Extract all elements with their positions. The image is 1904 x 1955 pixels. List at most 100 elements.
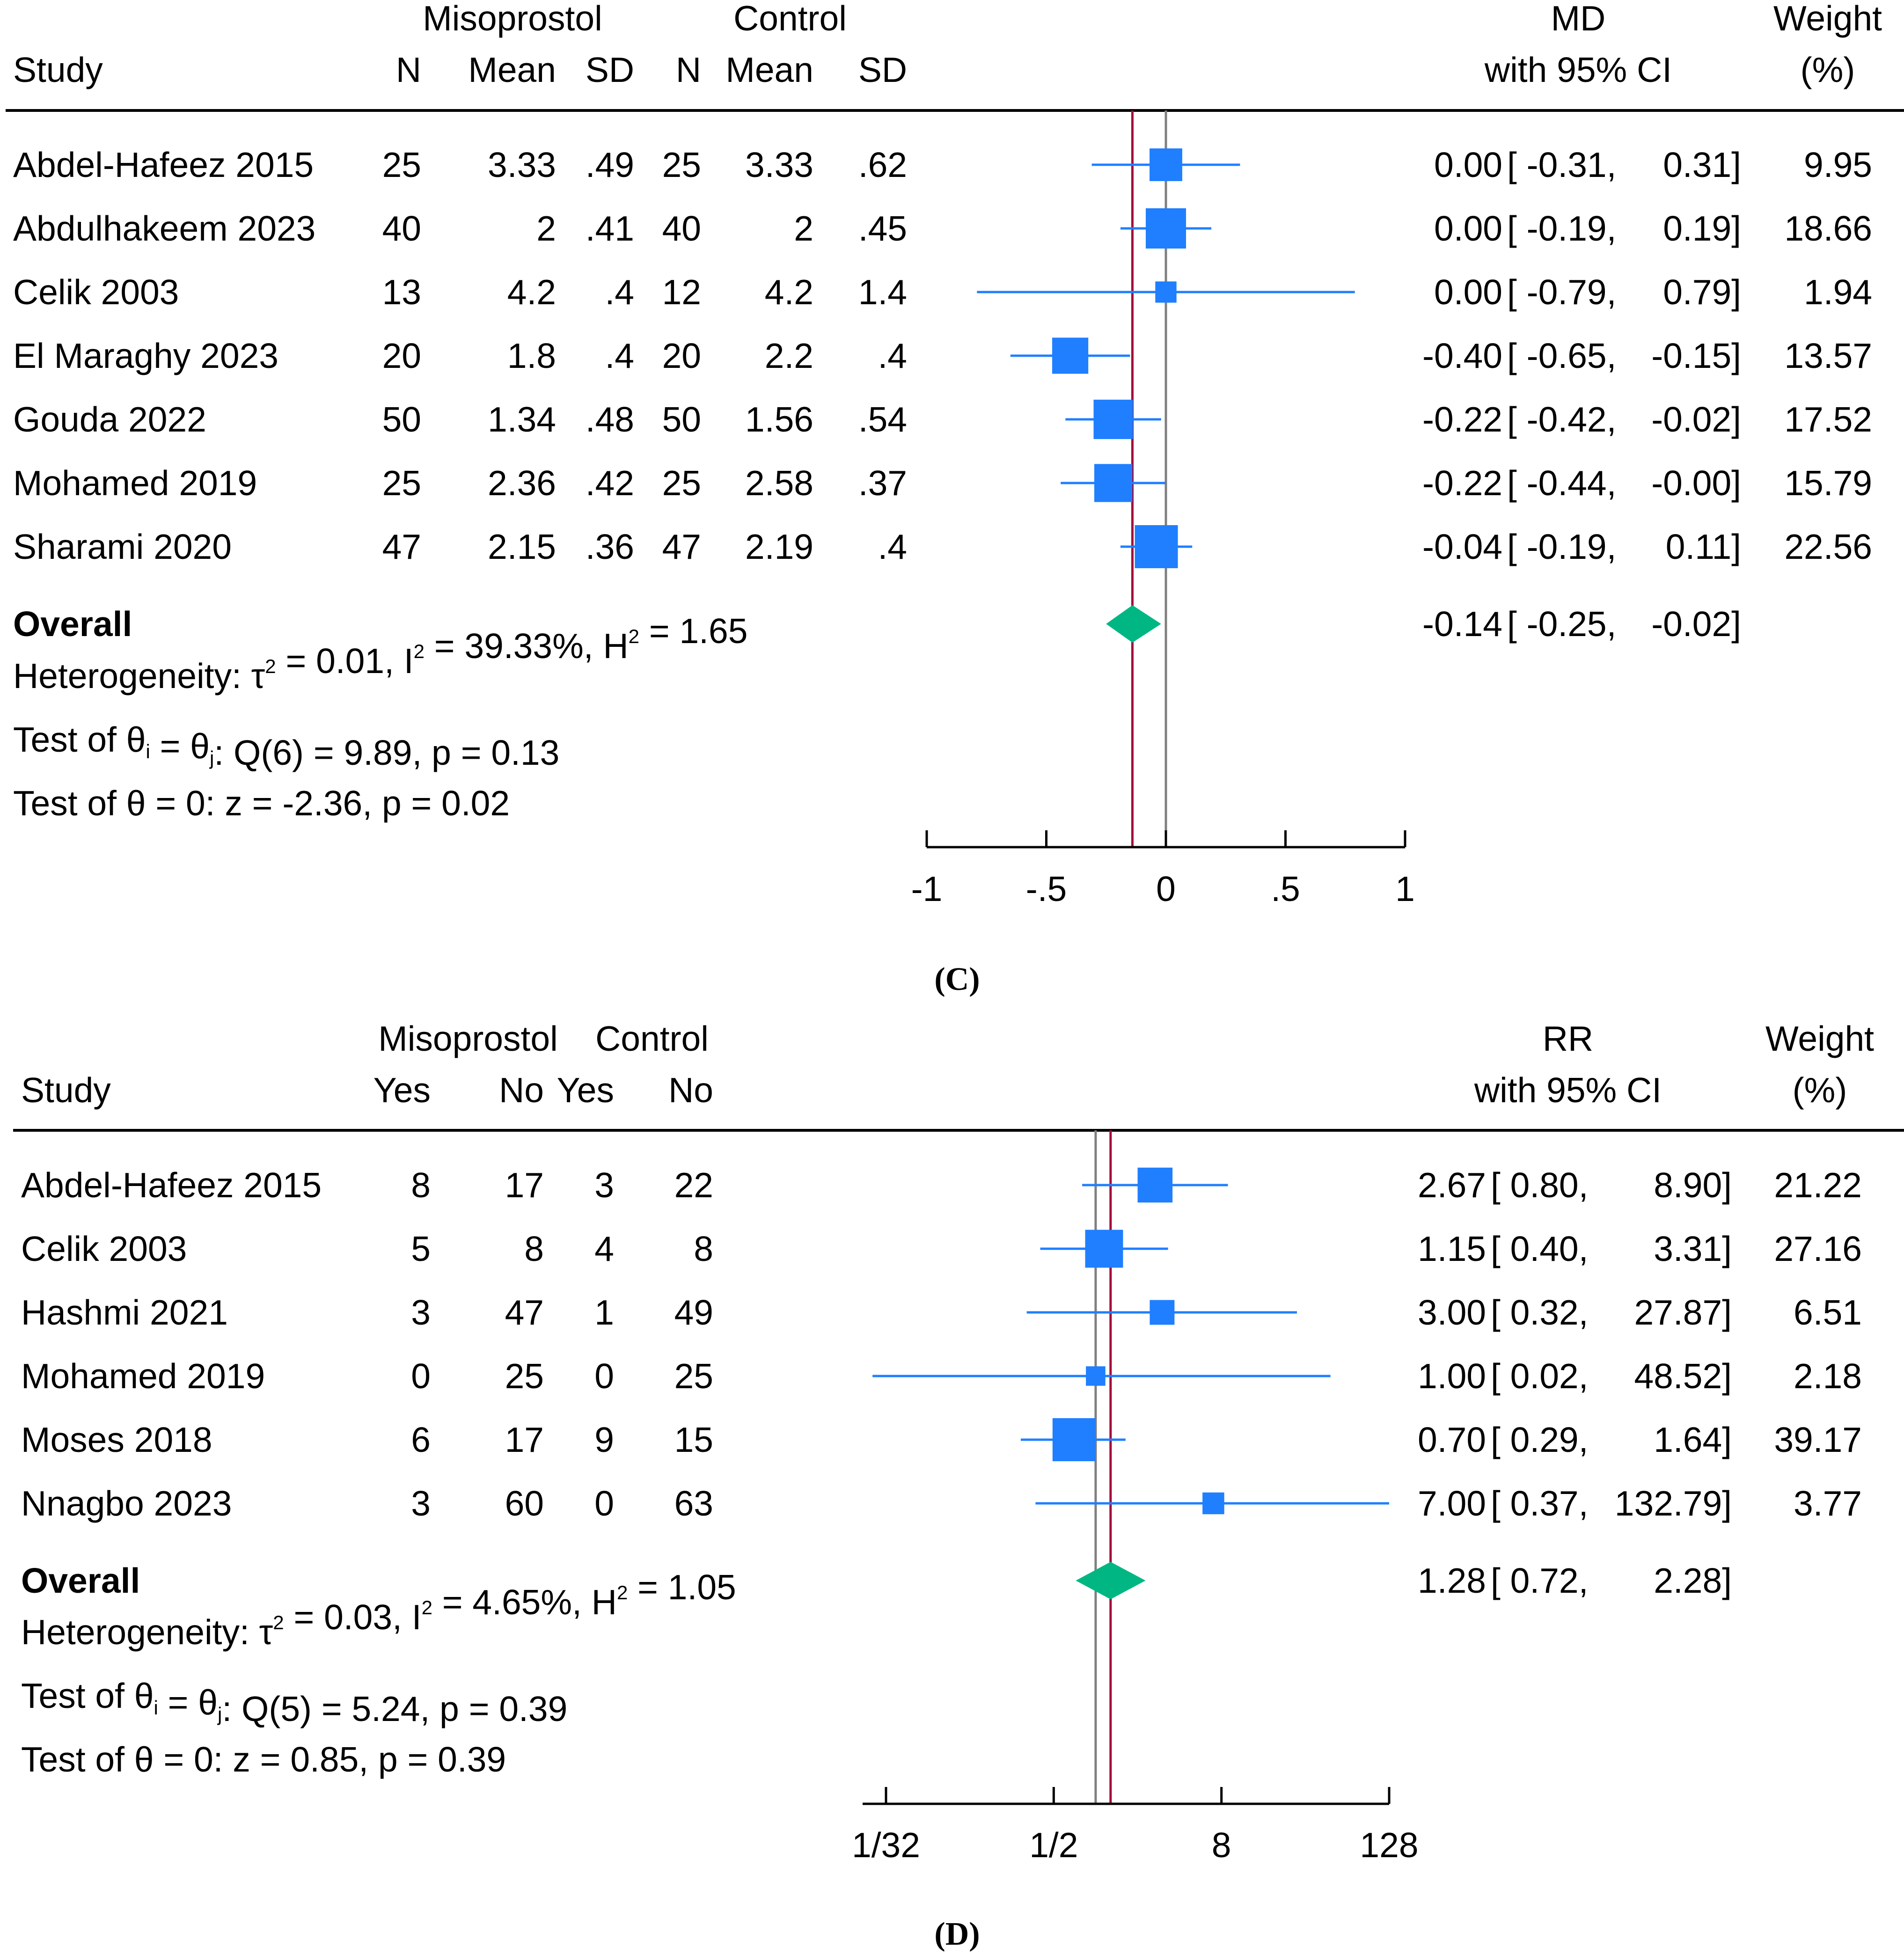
study-cell: 3 <box>411 1293 431 1332</box>
study-cell: .54 <box>858 400 907 439</box>
overall-ci-lower: [ -0.25, <box>1507 604 1616 644</box>
column-header-study: Study <box>13 50 103 89</box>
superscript: 2 <box>422 1596 432 1618</box>
study-cell: 40 <box>382 209 421 248</box>
subscript: j <box>217 1703 222 1725</box>
study-ci-upper: 0.19] <box>1663 209 1741 248</box>
column-header: SD <box>586 50 634 89</box>
study-effect-marker <box>1150 148 1182 181</box>
study-ci-lower: [ -0.19, <box>1507 527 1616 566</box>
study-cell: 5 <box>411 1229 431 1268</box>
study-cell: 9 <box>594 1420 614 1459</box>
panel-caption: (D) <box>934 1916 980 1952</box>
study-cell: 25 <box>382 463 421 503</box>
study-ci-upper: 3.31] <box>1654 1229 1732 1268</box>
study-cell: 20 <box>662 336 701 375</box>
study-estimate: 0.00 <box>1434 209 1502 248</box>
study-cell: 3.33 <box>745 145 813 184</box>
text-segment: = 39.33%, H <box>425 626 629 666</box>
column-header: N <box>676 50 701 89</box>
study-name: Sharami 2020 <box>13 527 232 566</box>
study-cell: 2.36 <box>488 463 556 503</box>
study-cell: 17 <box>505 1165 544 1205</box>
study-ci-lower: [ 0.80, <box>1491 1165 1588 1205</box>
study-name: Celik 2003 <box>13 272 179 312</box>
study-cell: .36 <box>586 527 634 566</box>
study-cell: 3.33 <box>488 145 556 184</box>
column-header: Yes <box>373 1070 431 1110</box>
column-header: Mean <box>468 50 556 89</box>
study-cell: 1.56 <box>745 400 813 439</box>
overall-label: Overall <box>21 1561 140 1600</box>
study-cell: 6 <box>411 1420 431 1459</box>
study-cell: 2.2 <box>765 336 813 375</box>
study-ci-upper: -0.02] <box>1651 400 1741 439</box>
overall-ci-lower: [ 0.72, <box>1491 1561 1588 1600</box>
study-cell: 13 <box>382 272 421 312</box>
study-cell: .41 <box>586 209 634 248</box>
x-axis-tick-label: 0 <box>1156 869 1176 908</box>
study-estimate: 1.00 <box>1418 1356 1486 1396</box>
study-effect-marker <box>1137 1167 1173 1203</box>
column-header-weight: Weight <box>1773 0 1882 38</box>
text-segment: : Q(6) = 9.89, p = 0.13 <box>214 733 559 772</box>
study-cell: 2 <box>794 209 813 248</box>
overall-ci-upper: -0.02] <box>1651 604 1741 644</box>
study-effect-marker <box>1202 1492 1224 1515</box>
group-header-control: Control <box>733 0 847 38</box>
study-name: Moses 2018 <box>21 1420 212 1459</box>
study-ci-upper: 0.31] <box>1663 145 1741 184</box>
study-weight: 3.77 <box>1794 1484 1862 1523</box>
superscript: 2 <box>414 640 425 662</box>
study-effect-marker <box>1094 464 1133 502</box>
study-name: Abdel-Hafeez 2015 <box>13 145 314 184</box>
study-effect-marker <box>1135 525 1178 568</box>
study-cell: 25 <box>674 1356 713 1396</box>
study-weight: 22.56 <box>1784 527 1872 566</box>
study-name: Hashmi 2021 <box>21 1293 228 1332</box>
study-cell: 4.2 <box>765 272 813 312</box>
subscript: j <box>209 747 214 769</box>
text-segment: = θ <box>150 726 210 766</box>
study-cell: 25 <box>382 145 421 184</box>
column-header-effect: MD <box>1551 0 1606 38</box>
study-name: Mohamed 2019 <box>13 463 257 503</box>
overall-effect-test: Test of θ = 0: z = 0.85, p = 0.39 <box>21 1740 506 1779</box>
study-cell: 47 <box>382 527 421 566</box>
study-cell: 22 <box>674 1165 713 1205</box>
study-effect-marker <box>1145 208 1186 249</box>
overall-diamond <box>1076 1562 1146 1599</box>
study-cell: 2.15 <box>488 527 556 566</box>
study-weight: 6.51 <box>1794 1293 1862 1332</box>
study-effect-marker <box>1052 337 1089 374</box>
text-segment: Heterogeneity: τ <box>21 1612 273 1652</box>
column-header-ci: with 95% CI <box>1484 50 1672 89</box>
text-segment: = 0.03, I <box>284 1597 422 1637</box>
study-weight: 15.79 <box>1784 463 1872 503</box>
column-header: No <box>668 1070 713 1110</box>
study-cell: 47 <box>505 1293 544 1332</box>
study-weight: 13.57 <box>1784 336 1872 375</box>
overall-ci-upper: 2.28] <box>1654 1561 1732 1600</box>
study-estimate: -0.22 <box>1422 463 1502 503</box>
study-cell: 12 <box>662 272 701 312</box>
study-ci-lower: [ -0.79, <box>1507 272 1616 312</box>
study-effect-marker <box>1052 1418 1096 1461</box>
study-weight: 21.22 <box>1774 1165 1862 1205</box>
superscript: 2 <box>629 625 639 647</box>
study-ci-lower: [ -0.42, <box>1507 400 1616 439</box>
text-segment: Test of θ <box>21 1676 154 1715</box>
study-cell: 1 <box>594 1293 614 1332</box>
study-estimate: -0.40 <box>1422 336 1502 375</box>
study-ci-lower: [ -0.65, <box>1507 336 1616 375</box>
study-cell: 1.8 <box>507 336 556 375</box>
x-axis-tick-label: 1 <box>1395 869 1415 908</box>
study-name: Celik 2003 <box>21 1229 187 1268</box>
overall-estimate: -0.14 <box>1422 604 1502 644</box>
study-cell: .42 <box>586 463 634 503</box>
text-segment: Test of θ <box>13 720 146 759</box>
study-weight: 2.18 <box>1794 1356 1862 1396</box>
study-cell: .45 <box>858 209 907 248</box>
group-header-control: Control <box>595 1019 709 1058</box>
study-weight: 9.95 <box>1804 145 1872 184</box>
